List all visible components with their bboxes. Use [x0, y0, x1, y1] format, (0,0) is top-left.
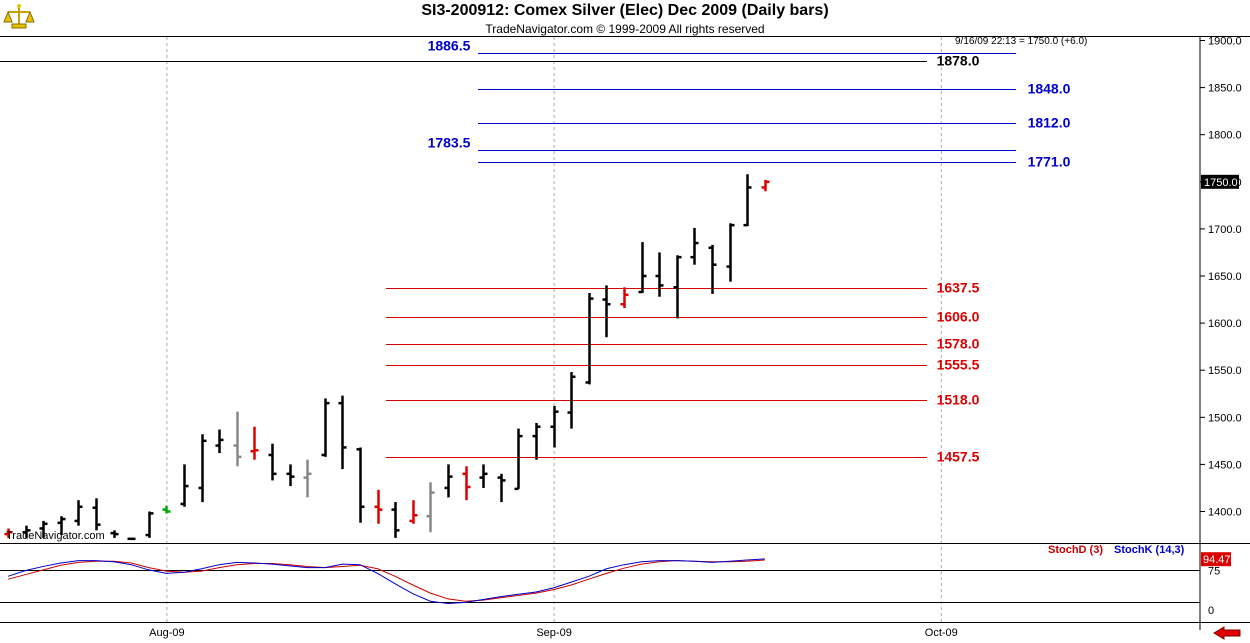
stochd-line	[7, 559, 765, 602]
price-bar	[620, 287, 629, 309]
price-tick-label: 1600.0	[1208, 318, 1242, 330]
price-bar	[673, 255, 682, 319]
price-bar	[655, 252, 664, 297]
stoch-value-box	[1201, 552, 1231, 567]
price-bar	[356, 447, 365, 523]
red-arrow-left-icon[interactable]	[1212, 626, 1242, 640]
price-bar	[110, 530, 119, 538]
level-label: 1886.5	[428, 38, 471, 54]
price-tick-label: 1650.0	[1208, 271, 1242, 283]
grid	[166, 37, 942, 622]
current-price-label: 1750.0	[1204, 177, 1238, 189]
level-label: 1578.0	[937, 336, 980, 352]
level-label: 1771.0	[1028, 154, 1071, 170]
price-bar	[567, 372, 576, 429]
price-bar	[532, 422, 541, 460]
price-bar	[233, 411, 242, 467]
last-quote: 9/16/09 22:13 = 1750.0 (+6.0)	[955, 36, 1088, 47]
level-label: 1812.0	[1028, 115, 1071, 131]
price-bar	[39, 520, 48, 538]
price-bar	[22, 525, 31, 538]
stoch-value-label: 94.47	[1203, 554, 1231, 566]
stoch-tick-label: 75	[1208, 566, 1220, 578]
price-bar	[127, 537, 136, 541]
price-bar	[409, 500, 418, 524]
level-label: 1878.0	[937, 53, 980, 69]
stochd-label: StochD (3)	[1048, 544, 1103, 556]
x-tick-label: Aug-09	[149, 627, 184, 639]
price-bar	[708, 244, 717, 294]
price-bar	[92, 498, 101, 531]
price-tick-label: 1500.0	[1208, 412, 1242, 424]
level-label: 1783.5	[428, 135, 471, 151]
price-tick-label: 1900.0	[1208, 36, 1242, 48]
level-label: 1518.0	[937, 392, 980, 408]
price-bar	[462, 466, 471, 501]
level-label: 1848.0	[1028, 81, 1071, 97]
price-bar	[514, 428, 523, 491]
level-label: 1457.5	[937, 449, 980, 465]
price-bar	[497, 473, 506, 503]
price-bar	[602, 285, 611, 338]
price-bar	[74, 500, 83, 526]
price-bar	[286, 464, 295, 487]
stochk-label: StochK (14,3)	[1114, 544, 1185, 556]
price-tick-label: 1450.0	[1208, 459, 1242, 471]
price-bar	[550, 405, 559, 448]
price-bar	[180, 464, 189, 507]
price-bar	[145, 511, 154, 538]
price-bar	[4, 528, 13, 538]
price-bar	[321, 398, 330, 457]
price-bar	[374, 489, 383, 524]
price-bars	[4, 174, 770, 541]
price-bar	[162, 505, 171, 514]
price-tick-label: 1850.0	[1208, 83, 1242, 95]
stochk-line	[7, 558, 765, 605]
stoch-tick-label: 0	[1208, 605, 1214, 617]
price-tick-label: 1700.0	[1208, 224, 1242, 236]
price-bar	[215, 429, 224, 454]
price-tick-label: 1800.0	[1208, 130, 1242, 142]
axes: Aug-09 Sep-09 Oct-09 1400.0 1450.0 1500.0 1550…	[0, 36, 1250, 639]
levels: 1886.5 1878.0 1848.0 1812.0 1783.5 1771.0 1637…	[0, 38, 1071, 465]
trade-navigator-logo-icon[interactable]	[2, 2, 36, 32]
price-bar	[761, 179, 770, 192]
price-bar	[743, 174, 752, 227]
level-label: 1606.0	[937, 309, 980, 325]
price-bar	[638, 242, 647, 294]
current-price-box	[1201, 174, 1239, 189]
price-tick-label: 1550.0	[1208, 365, 1242, 377]
price-bar	[250, 426, 259, 460]
chart-title: SI3-200912: Comex Silver (Elec) Dec 2009…	[421, 2, 829, 19]
price-bar	[303, 459, 312, 498]
level-label: 1555.5	[937, 357, 980, 373]
price-bar	[57, 516, 66, 536]
price-tick-label: 1400.0	[1208, 507, 1242, 519]
price-bar	[391, 502, 400, 538]
price-bar	[444, 464, 453, 498]
price-bar	[479, 464, 488, 488]
price-bar	[726, 223, 735, 282]
price-bar	[426, 482, 435, 533]
level-label: 1637.5	[937, 280, 980, 296]
x-tick-label: Oct-09	[925, 627, 958, 639]
watermark: TradeNavigator.com	[6, 530, 105, 542]
price-bar	[338, 395, 347, 470]
price-bar	[585, 292, 594, 385]
price-bar	[268, 443, 277, 481]
price-bar	[198, 434, 207, 503]
copyright-text: TradeNavigator.com © 1999-2009 All right…	[485, 22, 765, 36]
price-bar	[690, 227, 699, 265]
x-tick-label: Sep-09	[536, 627, 571, 639]
